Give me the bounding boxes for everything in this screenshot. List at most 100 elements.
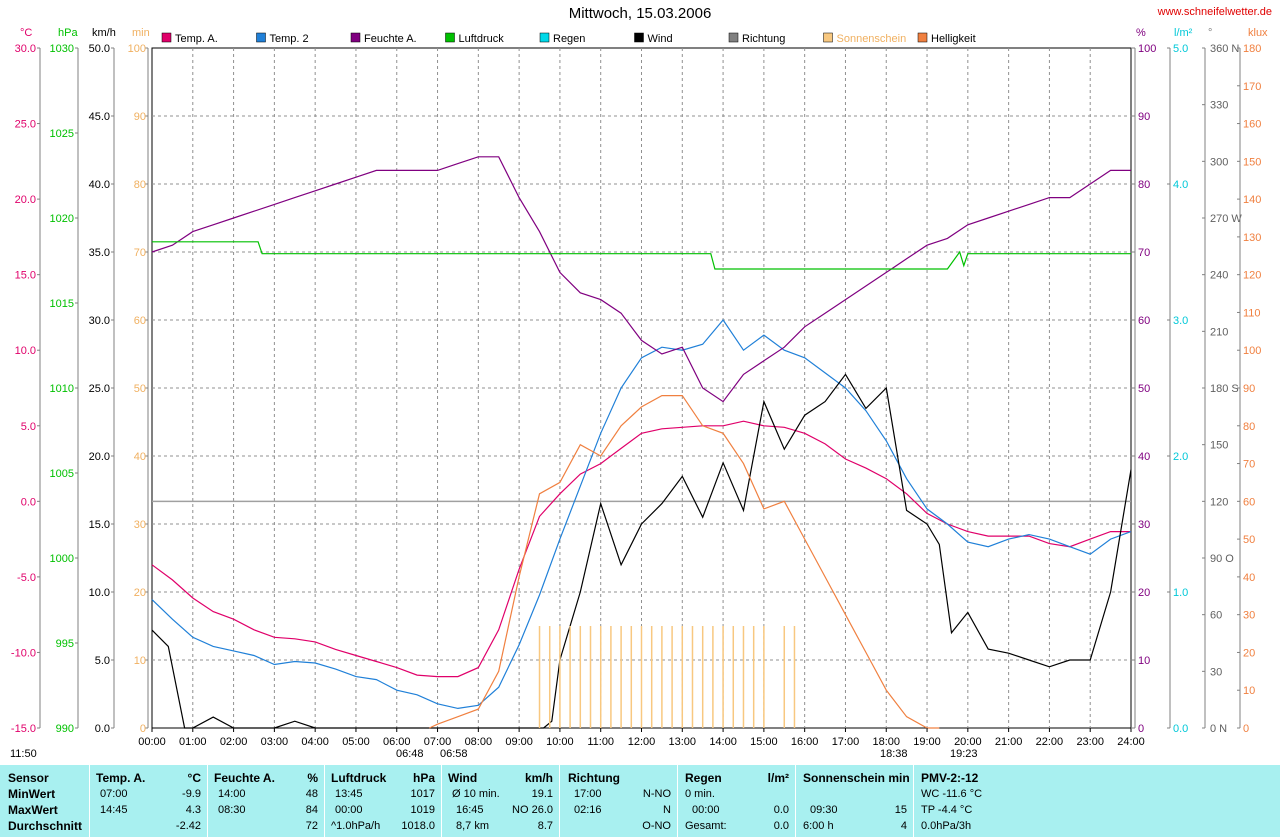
tick-label-humidity: 40	[1138, 451, 1150, 463]
tick-label-direction: 0 N	[1210, 723, 1227, 735]
x-tick-label: 06:00	[383, 736, 411, 748]
stats-col-rain: Regen l/m² 0 min. 00:00 0.0 Gesamt: 0.0	[677, 765, 795, 837]
tick-label-pressure: 1030	[50, 43, 74, 55]
x-tick-label: 05:00	[342, 736, 370, 748]
series-line-helligkeit	[429, 395, 940, 729]
tick-label-brightness: 30	[1243, 610, 1255, 622]
tick-label-brightness: 160	[1243, 119, 1261, 131]
temp-unit: °C	[187, 771, 201, 785]
axis-header-direction: °	[1208, 27, 1212, 39]
axis-header-rain: l/m²	[1174, 27, 1193, 39]
x-tick-label: 03:00	[261, 736, 289, 748]
tick-label-rain: 4.0	[1173, 179, 1188, 191]
pressure-unit: hPa	[412, 771, 435, 785]
wind-avg: 8.7	[537, 820, 553, 832]
x-tick-label: 04:00	[301, 736, 329, 748]
tick-label-brightness: 50	[1243, 534, 1255, 546]
stats-col-wind: Wind km/h Ø 10 min. 19.1 16:45 NO 26.0 8,7 …	[441, 765, 559, 837]
tick-label-wind: 35.0	[89, 247, 110, 259]
tick-label-brightness: 150	[1243, 156, 1261, 168]
temp-max-time: 14:45	[100, 804, 128, 816]
tick-label-brightness: 90	[1243, 383, 1255, 395]
axis-header-brightness: klux	[1248, 27, 1268, 39]
temp-min: -9.9	[182, 788, 201, 800]
pressure-max-time: 00:00	[335, 804, 363, 816]
x-tick-label: 16:00	[791, 736, 819, 748]
tick-label-humidity: 80	[1138, 179, 1150, 191]
x-tick-label: 19:00	[913, 736, 941, 748]
tick-label-temp: 10.0	[15, 345, 36, 357]
pressure-trend: ^1.0hPa/h	[331, 820, 381, 832]
stats-col-labels: Sensor MinWert MaxWert Durchschnitt	[0, 765, 88, 837]
tick-label-direction: 60	[1210, 610, 1222, 622]
tick-label-rain: 1.0	[1173, 587, 1188, 599]
sun-total: 4	[900, 820, 907, 832]
tick-label-temp: -5.0	[17, 572, 36, 584]
tick-label-brightness: 100	[1243, 345, 1261, 357]
tick-label-direction: 210	[1210, 326, 1228, 338]
tick-label-humidity: 10	[1138, 655, 1150, 667]
left-time-label: 11:50	[10, 748, 37, 760]
pmv-header: PMV-2:-12	[921, 771, 979, 785]
sunset-label: 18:38	[880, 748, 908, 760]
chart-axes: °C hPa km/h min% l/m² ° klux 30.0 25.0 20.0 15.0 10…	[11, 27, 1268, 735]
stats-col-direction: Richtung 17:00 N-NO 02:16 N O-NO	[559, 765, 677, 837]
tick-label-direction: 120	[1210, 496, 1228, 508]
pmv-tp: TP -4.4 °C	[921, 804, 973, 816]
tick-label-wind: 0.0	[95, 723, 110, 735]
wind-header: Wind	[448, 771, 478, 785]
axis-header-temp: °C	[20, 27, 32, 39]
axis-header-humidity: %	[1136, 27, 1146, 39]
tick-label-sun: 100	[128, 43, 146, 55]
temp-header: Temp. A.	[96, 771, 146, 785]
pressure-min-time: 13:45	[335, 788, 363, 800]
x-tick-label: 01:00	[179, 736, 207, 748]
stats-col-pmv: PMV-2:-12 WC -11.6 °C TP -4.4 °C 0.0hPa/…	[913, 765, 1280, 837]
legend-label: Richtung	[742, 33, 785, 45]
chart-legend: Temp. A. Temp. 2 Feuchte A. Luftdruck Regen W…	[161, 32, 976, 45]
tick-label-brightness: 80	[1243, 421, 1255, 433]
x-tick-label: 07:00	[424, 736, 452, 748]
legend-label: Helligkeit	[931, 33, 976, 45]
legend-swatch	[539, 32, 550, 43]
tick-label-temp: 15.0	[15, 270, 36, 282]
stats-col-sun: Sonnenschein min 09:30 15 6:00 h 4	[795, 765, 913, 837]
x-tick-label: 18:00	[872, 736, 900, 748]
tick-label-sun: 30	[134, 519, 146, 531]
series-line-temp-a-	[151, 420, 1131, 678]
tick-label-wind: 15.0	[89, 519, 110, 531]
sun-total-label: 6:00 h	[803, 820, 834, 832]
wind-distance: 8,7 km	[456, 820, 490, 832]
tick-label-sun: 50	[134, 383, 146, 395]
weather-chart: Temp. A. Temp. 2 Feuchte A. Luftdruck Regen W…	[10, 27, 1268, 760]
wind-max-time: 16:45	[456, 804, 484, 816]
humidity-avg: 72	[305, 820, 318, 832]
tick-label-wind: 30.0	[89, 315, 110, 327]
wind-max: NO 26.0	[512, 804, 553, 816]
tick-label-temp: 25.0	[15, 119, 36, 131]
tick-label-rain: 3.0	[1173, 315, 1188, 327]
direction-avg: O-NO	[642, 820, 671, 832]
tick-label-wind: 40.0	[89, 179, 110, 191]
x-tick-label: 23:00	[1076, 736, 1104, 748]
x-tick-label: 11:00	[587, 736, 614, 748]
tick-label-pressure: 1020	[50, 213, 74, 225]
tick-label-sun: 0	[140, 723, 146, 735]
temp-min-time: 07:00	[100, 788, 128, 800]
tick-label-temp: -10.0	[11, 647, 36, 659]
legend-swatch	[917, 32, 928, 43]
site-link[interactable]: www.schneifelwetter.de	[1157, 6, 1272, 18]
tick-label-pressure: 1000	[50, 553, 74, 565]
tick-label-brightness: 60	[1243, 496, 1255, 508]
humidity-max: 84	[305, 804, 318, 816]
rain-max-time: 00:00	[692, 804, 720, 816]
x-tick-label: 14:00	[709, 736, 737, 748]
tick-label-brightness: 170	[1243, 81, 1261, 93]
x-tick-label: 17:00	[832, 736, 860, 748]
tick-label-pressure: 995	[56, 638, 74, 650]
wind-min: 19.1	[531, 788, 553, 800]
rain-total: 0.0	[773, 820, 789, 832]
series-line-luftdruck	[152, 241, 1131, 270]
x-tick-label: 15:00	[750, 736, 778, 748]
tick-label-rain: 5.0	[1173, 43, 1188, 55]
